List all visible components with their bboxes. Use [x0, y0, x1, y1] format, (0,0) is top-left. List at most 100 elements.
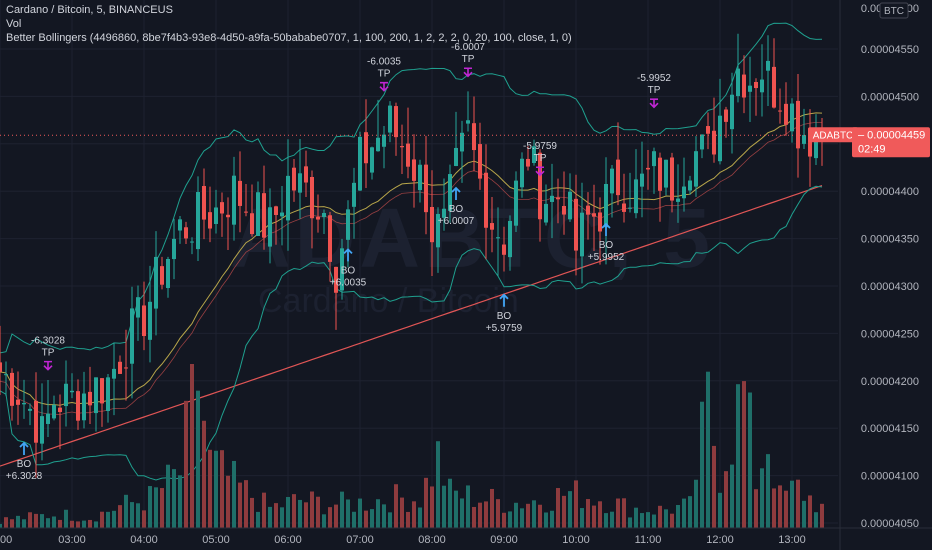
volume-bar — [598, 501, 602, 528]
candle-body — [412, 159, 416, 181]
candle-body — [766, 60, 770, 71]
candle-body — [310, 176, 314, 219]
volume-bar — [346, 499, 350, 528]
volume-bar — [340, 491, 344, 528]
volume-bar — [52, 516, 56, 528]
candle-body — [784, 103, 788, 125]
candle-body — [436, 213, 440, 248]
volume-bar — [736, 384, 740, 528]
volume-bar — [358, 498, 362, 528]
volume-bar — [364, 510, 368, 528]
legend-vol[interactable]: Vol — [6, 18, 22, 30]
candle-body — [22, 402, 26, 405]
volume-bar — [64, 509, 68, 528]
candle-body — [346, 209, 350, 240]
candle-body — [574, 198, 578, 251]
candle-body — [628, 207, 632, 209]
volume-bar — [640, 513, 644, 528]
volume-bar — [724, 471, 728, 528]
candle-body — [388, 105, 392, 133]
candle-body — [448, 174, 452, 211]
volume-bar — [748, 392, 752, 528]
candle-body — [652, 151, 656, 167]
bo-value-label: +6.0007 — [438, 216, 475, 227]
volume-bar — [556, 488, 560, 528]
volume-bar — [550, 510, 554, 528]
price-tag-symbol: ADABTC — [813, 130, 854, 141]
volume-bar — [424, 477, 428, 528]
volume-bar — [814, 512, 818, 528]
volume-bar — [172, 469, 176, 528]
y-tick-label: 0.00004500 — [861, 91, 919, 103]
x-tick-label: 11:00 — [635, 534, 662, 546]
volume-bar — [466, 485, 470, 528]
volume-bar — [472, 506, 476, 528]
candle-body — [532, 146, 536, 163]
legend-symbol[interactable]: Cardano / Bitcoin, 5, BINANCEUS — [6, 4, 173, 16]
volume-bar — [154, 487, 158, 528]
candle-body — [262, 193, 266, 238]
bo-arrow-icon — [601, 222, 611, 237]
volume-bar — [508, 511, 512, 528]
volume-bar — [562, 495, 566, 528]
candle-body — [286, 175, 290, 221]
price-tag-value: – 0.00004459 — [858, 129, 925, 141]
y-tick-label: 0.00004150 — [861, 423, 919, 435]
candle-body — [454, 147, 458, 167]
volume-bar — [316, 496, 320, 528]
volume-bar — [754, 489, 758, 528]
volume-bar — [658, 505, 662, 528]
volume-bar — [196, 390, 200, 528]
volume-bar — [448, 478, 452, 528]
volume-bar — [820, 503, 824, 528]
candle-body — [400, 146, 404, 148]
volume-bar — [16, 515, 20, 528]
volume-bar — [634, 507, 638, 528]
candle-body — [514, 180, 518, 226]
volume-bar — [304, 502, 308, 528]
volume-bar — [454, 490, 458, 528]
legend-indicator[interactable]: Better Bollingers (4496860, 8be7f4b3-93e… — [6, 32, 572, 44]
volume-bar — [34, 513, 38, 528]
candle-body — [124, 367, 128, 369]
volume-bar — [280, 507, 284, 528]
candle-body — [610, 168, 614, 194]
candle-body — [604, 184, 608, 228]
volume-bar — [442, 485, 446, 528]
candle-body — [358, 136, 362, 191]
volume-bar — [190, 363, 194, 528]
candle-body — [664, 159, 668, 188]
tp-label: TP — [534, 153, 547, 164]
volume-bar — [502, 512, 506, 528]
volume-bar — [670, 513, 674, 528]
candle-body — [256, 192, 260, 237]
volume-bar — [220, 450, 224, 528]
candle-body — [670, 157, 674, 201]
candle-body — [154, 256, 158, 309]
candle-body — [202, 186, 206, 220]
x-tick-label: 05:00 — [202, 534, 230, 546]
candle-body — [496, 237, 500, 239]
y-tick-label: 0.00004350 — [861, 234, 919, 246]
volume-bar — [730, 464, 734, 528]
x-tick-label: 06:00 — [274, 534, 302, 546]
x-tick-label: 13:00 — [778, 534, 806, 546]
y-tick-label: 0.00004200 — [861, 376, 919, 388]
volume-bar — [496, 499, 500, 528]
volume-bar — [160, 488, 164, 528]
volume-bar — [436, 441, 440, 528]
candle-body — [238, 180, 242, 206]
volume-bar — [760, 468, 764, 528]
volume-bar — [232, 460, 236, 528]
candle-body — [550, 195, 554, 202]
volume-bar — [148, 486, 152, 528]
volume-bar — [610, 511, 614, 528]
candle-body — [280, 212, 284, 217]
candle-body — [544, 203, 548, 223]
candle-body — [70, 390, 74, 393]
candle-body — [106, 377, 110, 412]
volume-bar — [118, 505, 122, 528]
tp-label: TP — [42, 348, 55, 359]
candle-body — [292, 167, 296, 191]
